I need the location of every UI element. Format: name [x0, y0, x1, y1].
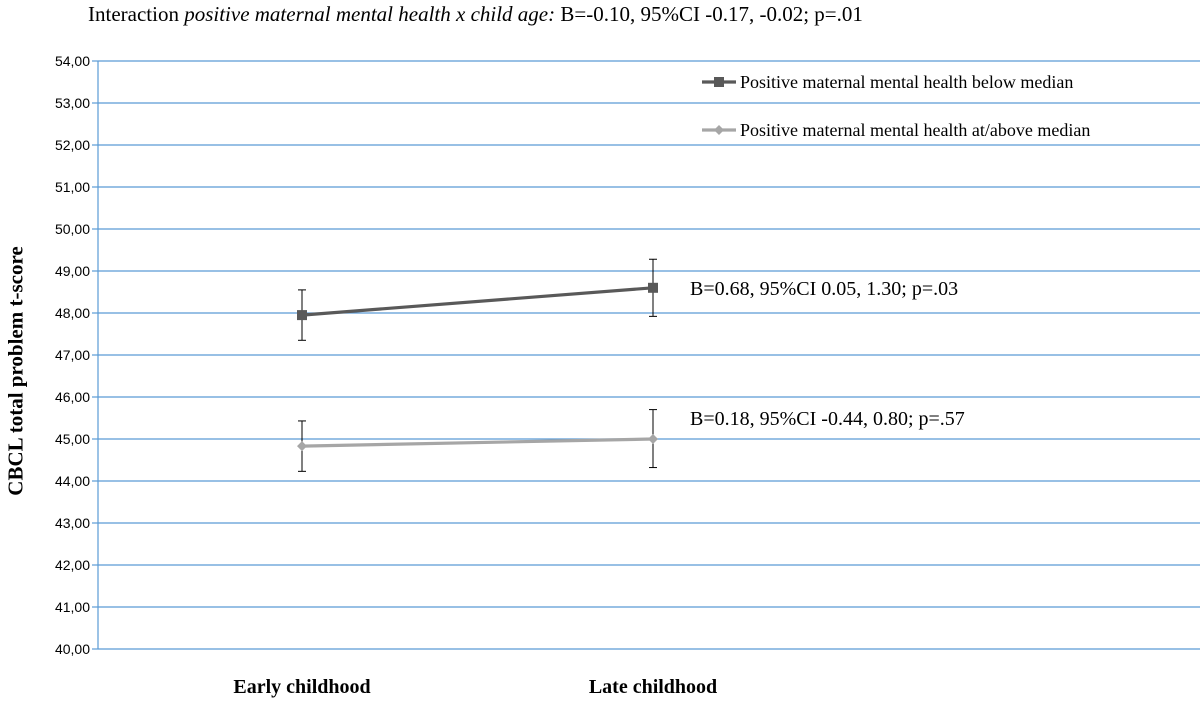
x-category-labels: Early childhood Late childhood	[233, 676, 717, 698]
title-suffix: B=-0.10, 95%CI -0.17, -0.02; p=.01	[555, 2, 863, 26]
y-tick-label: 50,00	[55, 221, 90, 237]
legend: Positive maternal mental health below me…	[702, 72, 1090, 140]
y-tick-label: 43,00	[55, 515, 90, 531]
y-tick-label: 52,00	[55, 137, 90, 153]
series-annotation: B=0.68, 95%CI 0.05, 1.30; p=.03	[690, 278, 958, 300]
y-tick-label: 44,00	[55, 473, 90, 489]
title-italic: positive maternal mental health x child …	[184, 2, 556, 26]
data-point-marker	[297, 310, 307, 321]
data-point-marker	[648, 434, 658, 444]
series-line	[301, 437, 654, 448]
legend-label: Positive maternal mental health at/above…	[740, 120, 1090, 140]
data-point-marker	[714, 77, 724, 87]
data-point-marker	[714, 125, 724, 135]
x-category-label: Early childhood	[233, 676, 370, 698]
y-tick-label: 48,00	[55, 305, 90, 321]
y-tick-label: 54,00	[55, 53, 90, 69]
y-tick-label: 42,00	[55, 557, 90, 573]
series-line	[301, 286, 654, 317]
y-tick-label: 45,00	[55, 431, 90, 447]
legend-item: Positive maternal mental health at/above…	[702, 120, 1090, 140]
series-group	[297, 258, 658, 472]
gridlines	[92, 60, 1200, 650]
title-prefix: Interaction	[88, 2, 185, 26]
y-tick-label: 46,00	[55, 389, 90, 405]
y-tick-label: 49,00	[55, 263, 90, 279]
y-tick-label: 47,00	[55, 347, 90, 363]
y-tick-label: 53,00	[55, 95, 90, 111]
annotations: B=0.68, 95%CI 0.05, 1.30; p=.03 B=0.18, 9…	[690, 278, 965, 430]
x-category-label: Late childhood	[589, 676, 717, 698]
legend-label: Positive maternal mental health below me…	[740, 72, 1073, 92]
data-point-marker	[648, 282, 658, 293]
y-tick-label: 51,00	[55, 179, 90, 195]
y-tick-labels: 40,00 41,00 42,00 43,00 44,00 45,00 46,00 47,00…	[55, 53, 90, 657]
legend-item: Positive maternal mental health below me…	[702, 72, 1073, 92]
y-tick-label: 40,00	[55, 641, 90, 657]
data-point-marker	[297, 441, 307, 452]
series-2	[297, 409, 658, 472]
chart-title: Interaction positive maternal mental hea…	[88, 2, 863, 27]
series-1	[297, 258, 658, 341]
y-tick-label: 41,00	[55, 599, 90, 615]
series-annotation: B=0.18, 95%CI -0.44, 0.80; p=.57	[690, 408, 965, 430]
